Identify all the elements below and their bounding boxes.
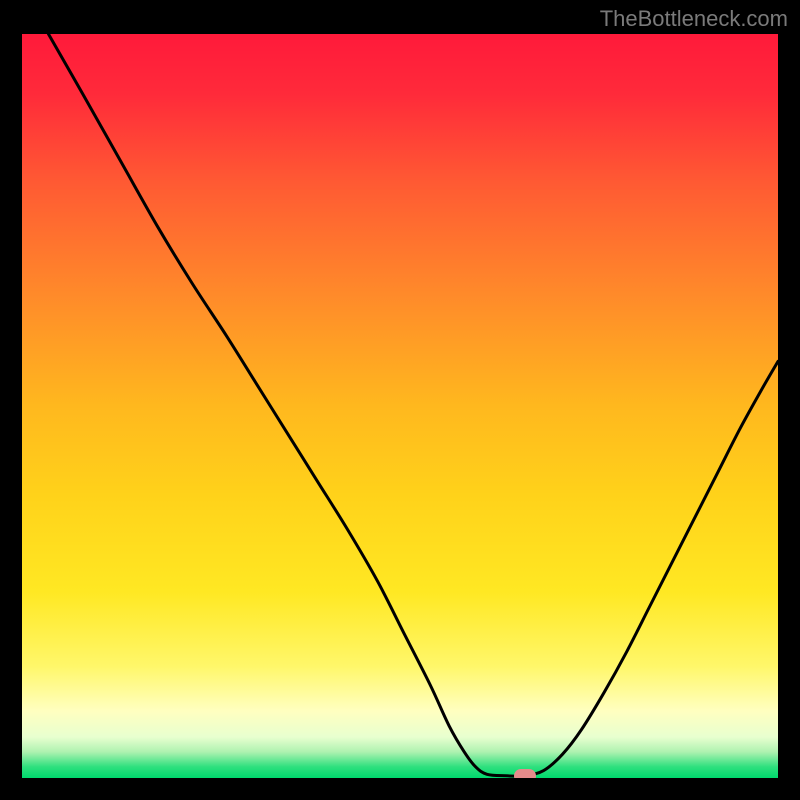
watermark-text: TheBottleneck.com	[600, 6, 788, 32]
bottleneck-curve	[22, 34, 778, 778]
chart-frame	[0, 0, 800, 800]
plot-area	[22, 34, 778, 778]
optimal-point-marker	[514, 769, 536, 778]
